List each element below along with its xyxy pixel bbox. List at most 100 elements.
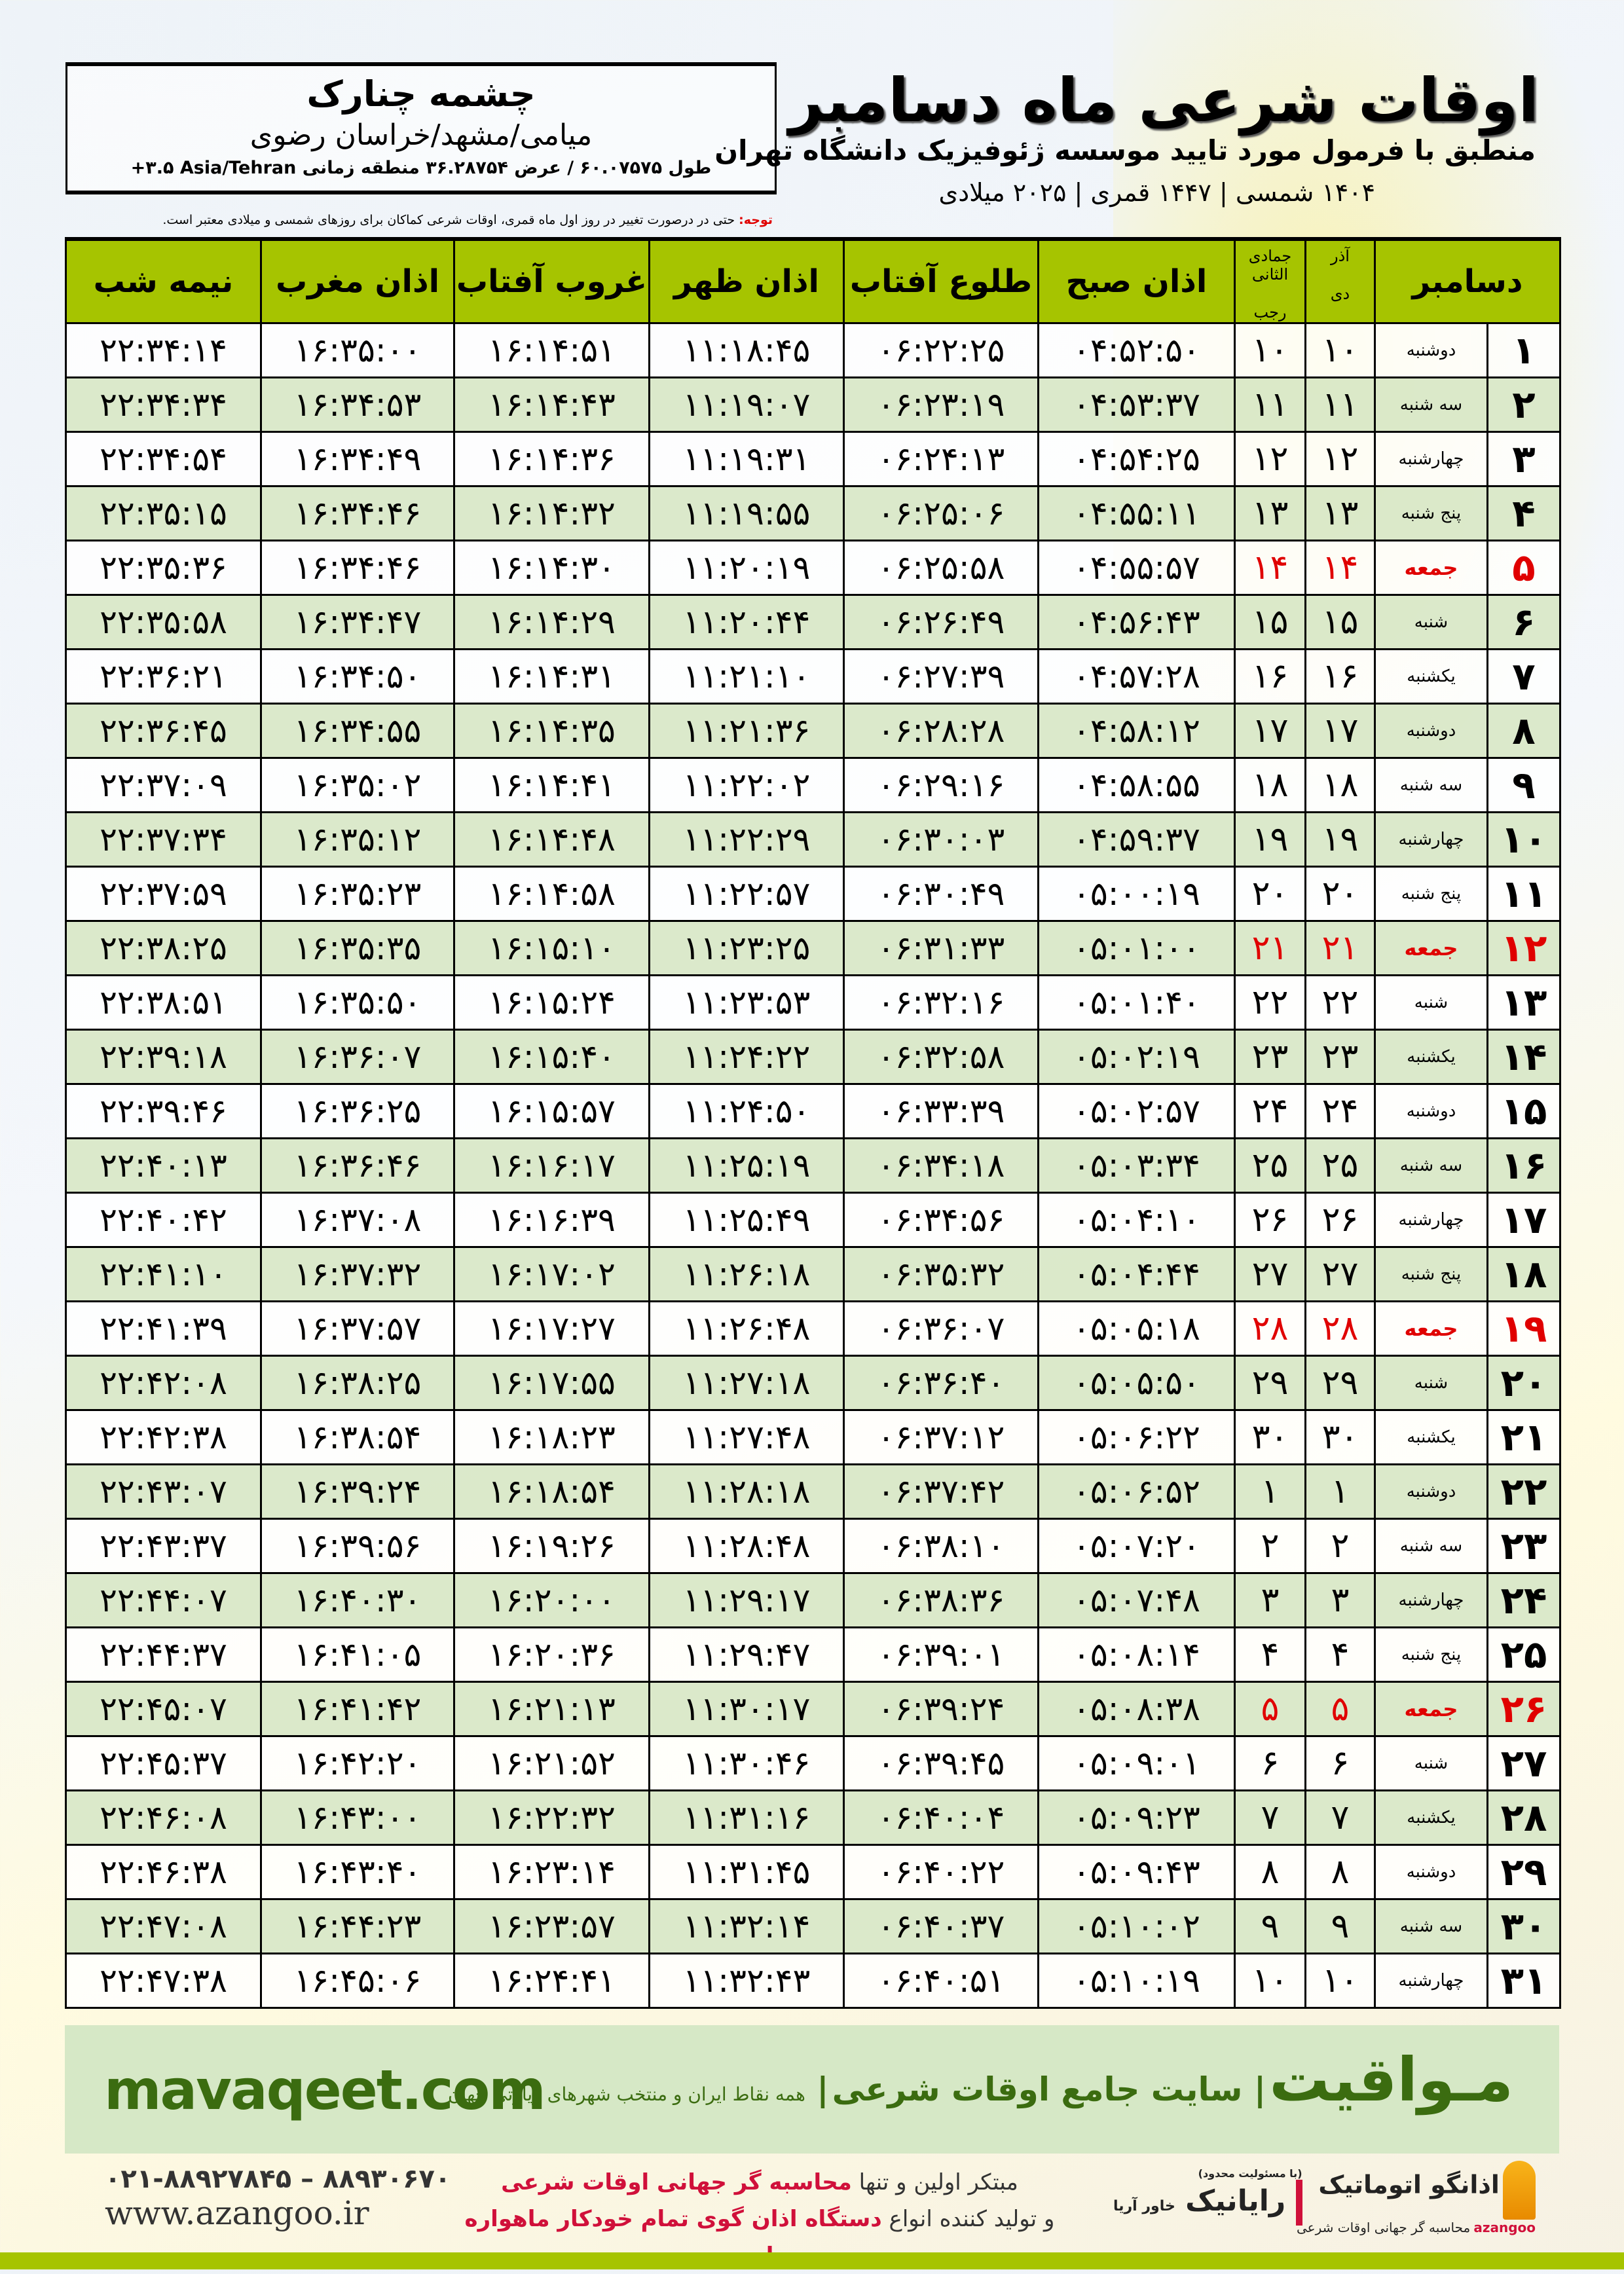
cell-day: ۱۶ xyxy=(1486,1137,1561,1194)
cell-maghrib: ۱۶:۳۴:۴۹ xyxy=(260,431,455,487)
cell-shamsi: ۳ xyxy=(1304,1572,1376,1628)
cell-day: ۲۵ xyxy=(1486,1626,1561,1683)
cell-weekday: پنج شنبه xyxy=(1374,866,1488,922)
cell-weekday: شنبه xyxy=(1374,1355,1488,1411)
cell-hijri: ۱۷ xyxy=(1234,703,1306,759)
cell-midnight: ۲۲:۳۴:۱۴ xyxy=(65,322,262,378)
cell-day: ۲۲ xyxy=(1486,1463,1561,1520)
cell-midnight: ۲۲:۳۸:۲۵ xyxy=(65,920,262,976)
cell-midnight: ۲۲:۴۳:۰۷ xyxy=(65,1463,262,1520)
cell-day: ۶ xyxy=(1486,594,1561,650)
cell-sunset: ۱۶:۲۱:۱۳ xyxy=(453,1681,650,1737)
cell-hijri: ۲۵ xyxy=(1234,1137,1306,1194)
cell-sunset: ۱۶:۲۴:۴۱ xyxy=(453,1953,650,2009)
cell-midnight: ۲۲:۴۷:۳۸ xyxy=(65,1953,262,2009)
cell-hijri: ۸ xyxy=(1234,1844,1306,1900)
cell-midnight: ۲۲:۳۶:۲۱ xyxy=(65,648,262,705)
cell-shamsi: ۱۲ xyxy=(1304,431,1376,487)
cell-sunrise: ۰۶:۲۵:۵۸ xyxy=(843,540,1039,596)
table-row: ۱۷ چهارشنبه ۲۶ ۲۶ ۰۵:۰۴:۱۰ ۰۶:۳۴:۵۶ ۱۱:۲۵:۴۹ ۱۶… xyxy=(65,1192,1561,1248)
cell-dhuhr: ۱۱:۳۱:۱۶ xyxy=(648,1789,845,1846)
cell-fajr: ۰۵:۰۴:۱۰ xyxy=(1037,1192,1236,1248)
cell-sunrise: ۰۶:۳۹:۴۵ xyxy=(843,1735,1039,1791)
cell-sunrise: ۰۶:۲۷:۳۹ xyxy=(843,648,1039,705)
cell-dhuhr: ۱۱:۲۲:۰۲ xyxy=(648,757,845,813)
cell-fajr: ۰۴:۵۶:۴۳ xyxy=(1037,594,1236,650)
cell-midnight: ۲۲:۴۰:۱۳ xyxy=(65,1137,262,1194)
cell-shamsi: ۱۱ xyxy=(1304,376,1376,433)
cell-shamsi: ۱۰ xyxy=(1304,1953,1376,2009)
cell-sunset: ۱۶:۱۸:۲۳ xyxy=(453,1409,650,1465)
table-row: ۲۲ دوشنبه ۱ ۱ ۰۵:۰۶:۵۲ ۰۶:۳۷:۴۲ ۱۱:۲۸:۱۸ ۱۶:۱۸:… xyxy=(65,1463,1561,1520)
cell-sunrise: ۰۶:۴۰:۲۲ xyxy=(843,1844,1039,1900)
cell-day: ۳ xyxy=(1486,431,1561,487)
cell-sunset: ۱۶:۱۴:۵۸ xyxy=(453,866,650,922)
cell-weekday: دوشنبه xyxy=(1374,1844,1488,1900)
bottom-strip xyxy=(0,2252,1624,2269)
azangoo-name: اذانگو اتوماتیک xyxy=(1318,2170,1500,2199)
cell-day: ۱ xyxy=(1486,322,1561,378)
site-link[interactable]: mavaqeet.com xyxy=(104,2058,546,2122)
cell-maghrib: ۱۶:۳۴:۴۶ xyxy=(260,485,455,541)
cell-shamsi: ۶ xyxy=(1304,1735,1376,1791)
promo-line2-highlight: دستگاه اذان گوی تمام خودکار ماهواره ای xyxy=(464,2206,882,2269)
cell-dhuhr: ۱۱:۲۶:۴۸ xyxy=(648,1300,845,1357)
cell-hijri: ۶ xyxy=(1234,1735,1306,1791)
cell-hijri: ۳ xyxy=(1234,1572,1306,1628)
cell-weekday: سه شنبه xyxy=(1374,757,1488,813)
brand: مـواقیت | سایت جامع اوقات شرعی | همه نقا… xyxy=(448,2045,1513,2115)
cell-shamsi: ۱۴ xyxy=(1304,540,1376,596)
cell-hijri: ۹ xyxy=(1234,1898,1306,1954)
cell-day: ۲۱ xyxy=(1486,1409,1561,1465)
cell-maghrib: ۱۶:۳۷:۰۸ xyxy=(260,1192,455,1248)
cell-shamsi: ۲۴ xyxy=(1304,1083,1376,1139)
cell-sunrise: ۰۶:۳۶:۴۰ xyxy=(843,1355,1039,1411)
cell-sunset: ۱۶:۱۴:۳۱ xyxy=(453,648,650,705)
cell-hijri: ۱ xyxy=(1234,1463,1306,1520)
cell-weekday: شنبه xyxy=(1374,594,1488,650)
cell-midnight: ۲۲:۳۴:۳۴ xyxy=(65,376,262,433)
col-midnight: نیمه شب xyxy=(65,237,262,324)
cell-midnight: ۲۲:۳۴:۵۴ xyxy=(65,431,262,487)
brand-logo: مـواقیت xyxy=(1269,2045,1513,2115)
cell-fajr: ۰۵:۰۲:۱۹ xyxy=(1037,1029,1236,1085)
cell-hijri: ۴ xyxy=(1234,1626,1306,1683)
note-text: حتی در درصورت تغییر در روز اول ماه قمری،… xyxy=(162,213,739,227)
cell-midnight: ۲۲:۴۱:۱۰ xyxy=(65,1246,262,1302)
cell-weekday: پنج شنبه xyxy=(1374,485,1488,541)
cell-hijri: ۳۰ xyxy=(1234,1409,1306,1465)
cell-day: ۲ xyxy=(1486,376,1561,433)
cell-hijri: ۱۴ xyxy=(1234,540,1306,596)
col-dhuhr: اذان ظهر xyxy=(648,237,845,324)
cell-sunrise: ۰۶:۳۸:۱۰ xyxy=(843,1518,1039,1574)
cell-weekday: سه شنبه xyxy=(1374,1137,1488,1194)
website[interactable]: www.azangoo.ir xyxy=(105,2194,369,2232)
location-box: چشمه چنارک میامی/مشهد/خراسان رضوی طول ۶۰… xyxy=(65,62,777,194)
cell-hijri: ۲۰ xyxy=(1234,866,1306,922)
cell-maghrib: ۱۶:۳۸:۲۵ xyxy=(260,1355,455,1411)
col-sunset: غروب آفتاب xyxy=(453,237,650,324)
rayanik-note: (با مسئولیت محدود) xyxy=(1198,2167,1302,2180)
cell-hijri: ۲۳ xyxy=(1234,1029,1306,1085)
azangoo-logo: اذانگو اتوماتیک azangoo محاسبه گر جهانی … xyxy=(1297,2161,1536,2235)
cell-weekday: جمعه xyxy=(1374,1300,1488,1357)
cell-hijri: ۱۰ xyxy=(1234,1953,1306,2009)
cell-sunset: ۱۶:۱۴:۵۱ xyxy=(453,322,650,378)
table-row: ۲۷ شنبه ۶ ۶ ۰۵:۰۹:۰۱ ۰۶:۳۹:۴۵ ۱۱:۳۰:۴۶ ۱۶:۲۱:۵۲… xyxy=(65,1735,1561,1791)
cell-midnight: ۲۲:۴۷:۰۸ xyxy=(65,1898,262,1954)
cell-fajr: ۰۴:۵۷:۲۸ xyxy=(1037,648,1236,705)
cell-day: ۱۵ xyxy=(1486,1083,1561,1139)
cell-sunrise: ۰۶:۲۲:۲۵ xyxy=(843,322,1039,378)
cell-shamsi: ۱۵ xyxy=(1304,594,1376,650)
cell-midnight: ۲۲:۳۸:۵۱ xyxy=(65,974,262,1031)
cell-shamsi: ۲۹ xyxy=(1304,1355,1376,1411)
cell-dhuhr: ۱۱:۱۹:۰۷ xyxy=(648,376,845,433)
cell-maghrib: ۱۶:۳۵:۲۳ xyxy=(260,866,455,922)
note: توجه: حتی در درصورت تغییر در روز اول ماه… xyxy=(65,213,773,227)
cell-weekday: پنج شنبه xyxy=(1374,1626,1488,1683)
cell-sunrise: ۰۶:۳۲:۱۶ xyxy=(843,974,1039,1031)
cell-day: ۱۹ xyxy=(1486,1300,1561,1357)
cell-sunset: ۱۶:۱۵:۲۴ xyxy=(453,974,650,1031)
rayanik-logo: (با مسئولیت محدود) رایانیک خاور آریا xyxy=(1113,2167,1302,2226)
cell-maghrib: ۱۶:۳۵:۰۲ xyxy=(260,757,455,813)
